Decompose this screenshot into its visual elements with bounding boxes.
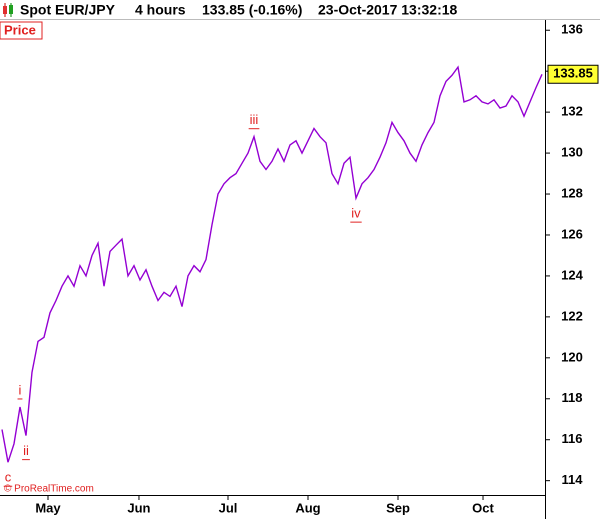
x-tick-label: Oct — [472, 500, 494, 515]
last-price-label: 133.85 — [553, 66, 593, 81]
wave-label: iii — [250, 112, 259, 127]
wave-label: ii — [23, 443, 29, 458]
header-icon — [3, 3, 13, 17]
x-tick-label: Aug — [295, 500, 320, 515]
panel-label-box — [0, 21, 43, 40]
y-tick-label: 120 — [561, 349, 583, 364]
timestamp: 23-Oct-2017 13:32:18 — [318, 2, 458, 18]
period: 4 hours — [135, 2, 186, 18]
wave-label: c — [5, 470, 12, 485]
price-line — [1, 65, 543, 463]
x-tick-label: Jul — [219, 500, 238, 515]
y-tick-label: 122 — [561, 308, 583, 323]
symbol: Spot EUR/JPY — [20, 2, 116, 18]
y-tick-label: 130 — [561, 145, 583, 160]
y-tick-label: 128 — [561, 185, 583, 200]
x-tick-label: Jun — [127, 500, 150, 515]
y-tick-label: 124 — [561, 267, 583, 282]
y-tick-label: 116 — [562, 431, 583, 446]
quote: 133.85 (-0.16%) — [202, 2, 302, 18]
y-tick-label: 126 — [561, 226, 583, 241]
credit: © ProRealTime.com — [4, 484, 94, 495]
last-price-box — [547, 64, 599, 84]
y-tick-label: 136 — [561, 22, 583, 37]
wave-label: iv — [351, 206, 361, 221]
x-tick-label: Sep — [386, 500, 410, 515]
wave-label: i — [19, 382, 22, 397]
y-tick-label: 132 — [561, 104, 583, 119]
x-tick-label: May — [35, 500, 61, 515]
y-tick-label: 114 — [562, 472, 584, 487]
panel-label: Price — [4, 22, 36, 37]
y-tick-label: 118 — [562, 390, 583, 405]
